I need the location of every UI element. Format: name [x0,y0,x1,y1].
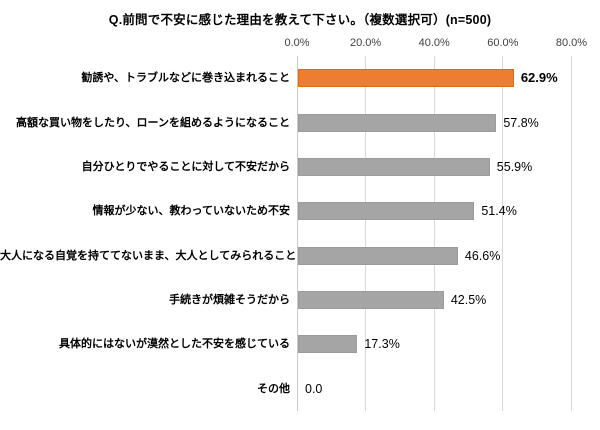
bar [298,202,474,221]
category-label: 情報が少ない、教わっていないため不安 [92,205,290,218]
category-label: その他 [257,382,290,395]
value-label: 57.8% [503,115,539,130]
gridline [502,56,504,411]
category-label: 自分ひとりでやることに対して不安だから [81,160,290,173]
value-label: 42.5% [450,293,487,308]
x-axis-tick-label: 20.0% [350,37,382,49]
x-axis-tick-label: 0.0% [284,37,310,49]
value-label: 17.3% [364,337,400,352]
category-label: 手続きが煩雑そうだから [169,294,290,307]
category-label: 高額な買い物をしたり、ローンを組めるようになること [15,116,290,129]
bar [298,113,496,132]
value-label: 55.9% [496,159,533,174]
x-axis-tick-label: 80.0% [555,37,588,49]
x-axis-tick-label: 60.0% [487,37,519,49]
bar [298,291,444,310]
value-label: 62.9% [520,70,558,86]
category-label: 具体的にはないが漠然とした不安を感じている [59,338,290,351]
bar [298,246,458,265]
value-label: 51.4% [481,204,517,219]
chart-title: Q.前問で不安に感じた理由を教えて下さい。（複数選択可）(n=500) [108,13,492,27]
y-axis-line [296,56,298,411]
bar [298,335,357,354]
value-label: 46.6% [464,248,501,263]
bar [298,157,490,176]
gridline [571,56,572,411]
x-axis-tick-label: 40.0% [418,37,450,49]
gridline [433,56,435,411]
value-label: 0.0 [305,381,323,396]
gridline [365,56,367,411]
category-label: 勧誘や、トラブルなどに巻き込まれること [81,72,290,85]
bar-highlighted [298,69,514,88]
category-label: 大人になる自覚を持ててないまま、大人としてみられること [0,249,297,262]
